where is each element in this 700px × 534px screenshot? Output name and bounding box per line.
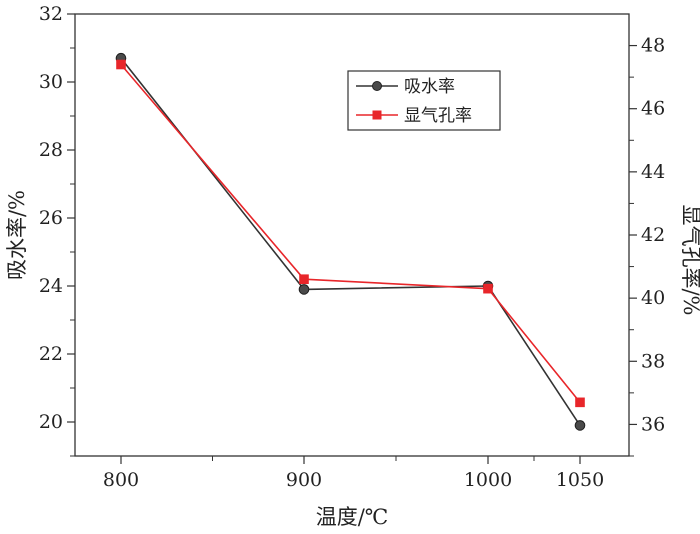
data-point-square (299, 274, 309, 284)
legend-marker-absorption (372, 81, 382, 91)
data-point-square (116, 59, 126, 70)
y-right-tick-label: 44 (641, 161, 665, 183)
y-left-axis-ticks: 20 22 24 26 28 30 32 (39, 3, 75, 457)
y-right-tick-label: 40 (641, 287, 665, 309)
series-line (120, 57, 581, 426)
data-point-square (483, 283, 493, 294)
legend-box (347, 70, 501, 131)
x-tick-label: 900 (286, 469, 322, 491)
legend: 吸水率 显气孔率 (347, 70, 501, 131)
x-tick-label: 1050 (556, 469, 604, 491)
y-right-tick-label: 38 (641, 350, 665, 372)
x-axis-title: 温度/℃ (316, 505, 389, 529)
data-point-circle (574, 420, 586, 431)
y-left-tick-label: 28 (39, 139, 63, 161)
legend-label-porosity: 显气孔率 (404, 106, 472, 126)
x-tick-label: 1000 (464, 469, 512, 491)
y-right-axis-ticks: 36 38 40 42 44 46 48 (629, 35, 665, 457)
y-right-axis-title: 显气孔率/% (679, 204, 700, 315)
legend-label-absorption: 吸水率 (404, 77, 455, 97)
series-line (120, 63, 581, 403)
data-point-circle (298, 284, 310, 295)
series-apparent-porosity (116, 59, 585, 408)
legend-marker-porosity (372, 110, 382, 120)
y-left-tick-label: 32 (39, 3, 63, 25)
y-right-tick-label: 48 (641, 35, 665, 57)
series-layer (115, 52, 586, 431)
x-tick-label: 800 (103, 469, 139, 491)
y-left-axis-title: 吸水率/% (5, 190, 29, 280)
y-right-tick-label: 46 (641, 98, 665, 120)
y-left-tick-label: 22 (39, 343, 63, 365)
data-point-square (575, 397, 585, 408)
y-left-tick-label: 20 (39, 411, 63, 433)
y-right-tick-label: 42 (641, 224, 665, 246)
y-left-tick-label: 30 (39, 71, 63, 93)
y-left-tick-label: 26 (39, 207, 63, 229)
y-left-tick-label: 24 (39, 275, 63, 297)
x-axis-ticks: 800 900 1000 1050 (103, 456, 604, 491)
y-right-tick-label: 36 (641, 413, 665, 435)
